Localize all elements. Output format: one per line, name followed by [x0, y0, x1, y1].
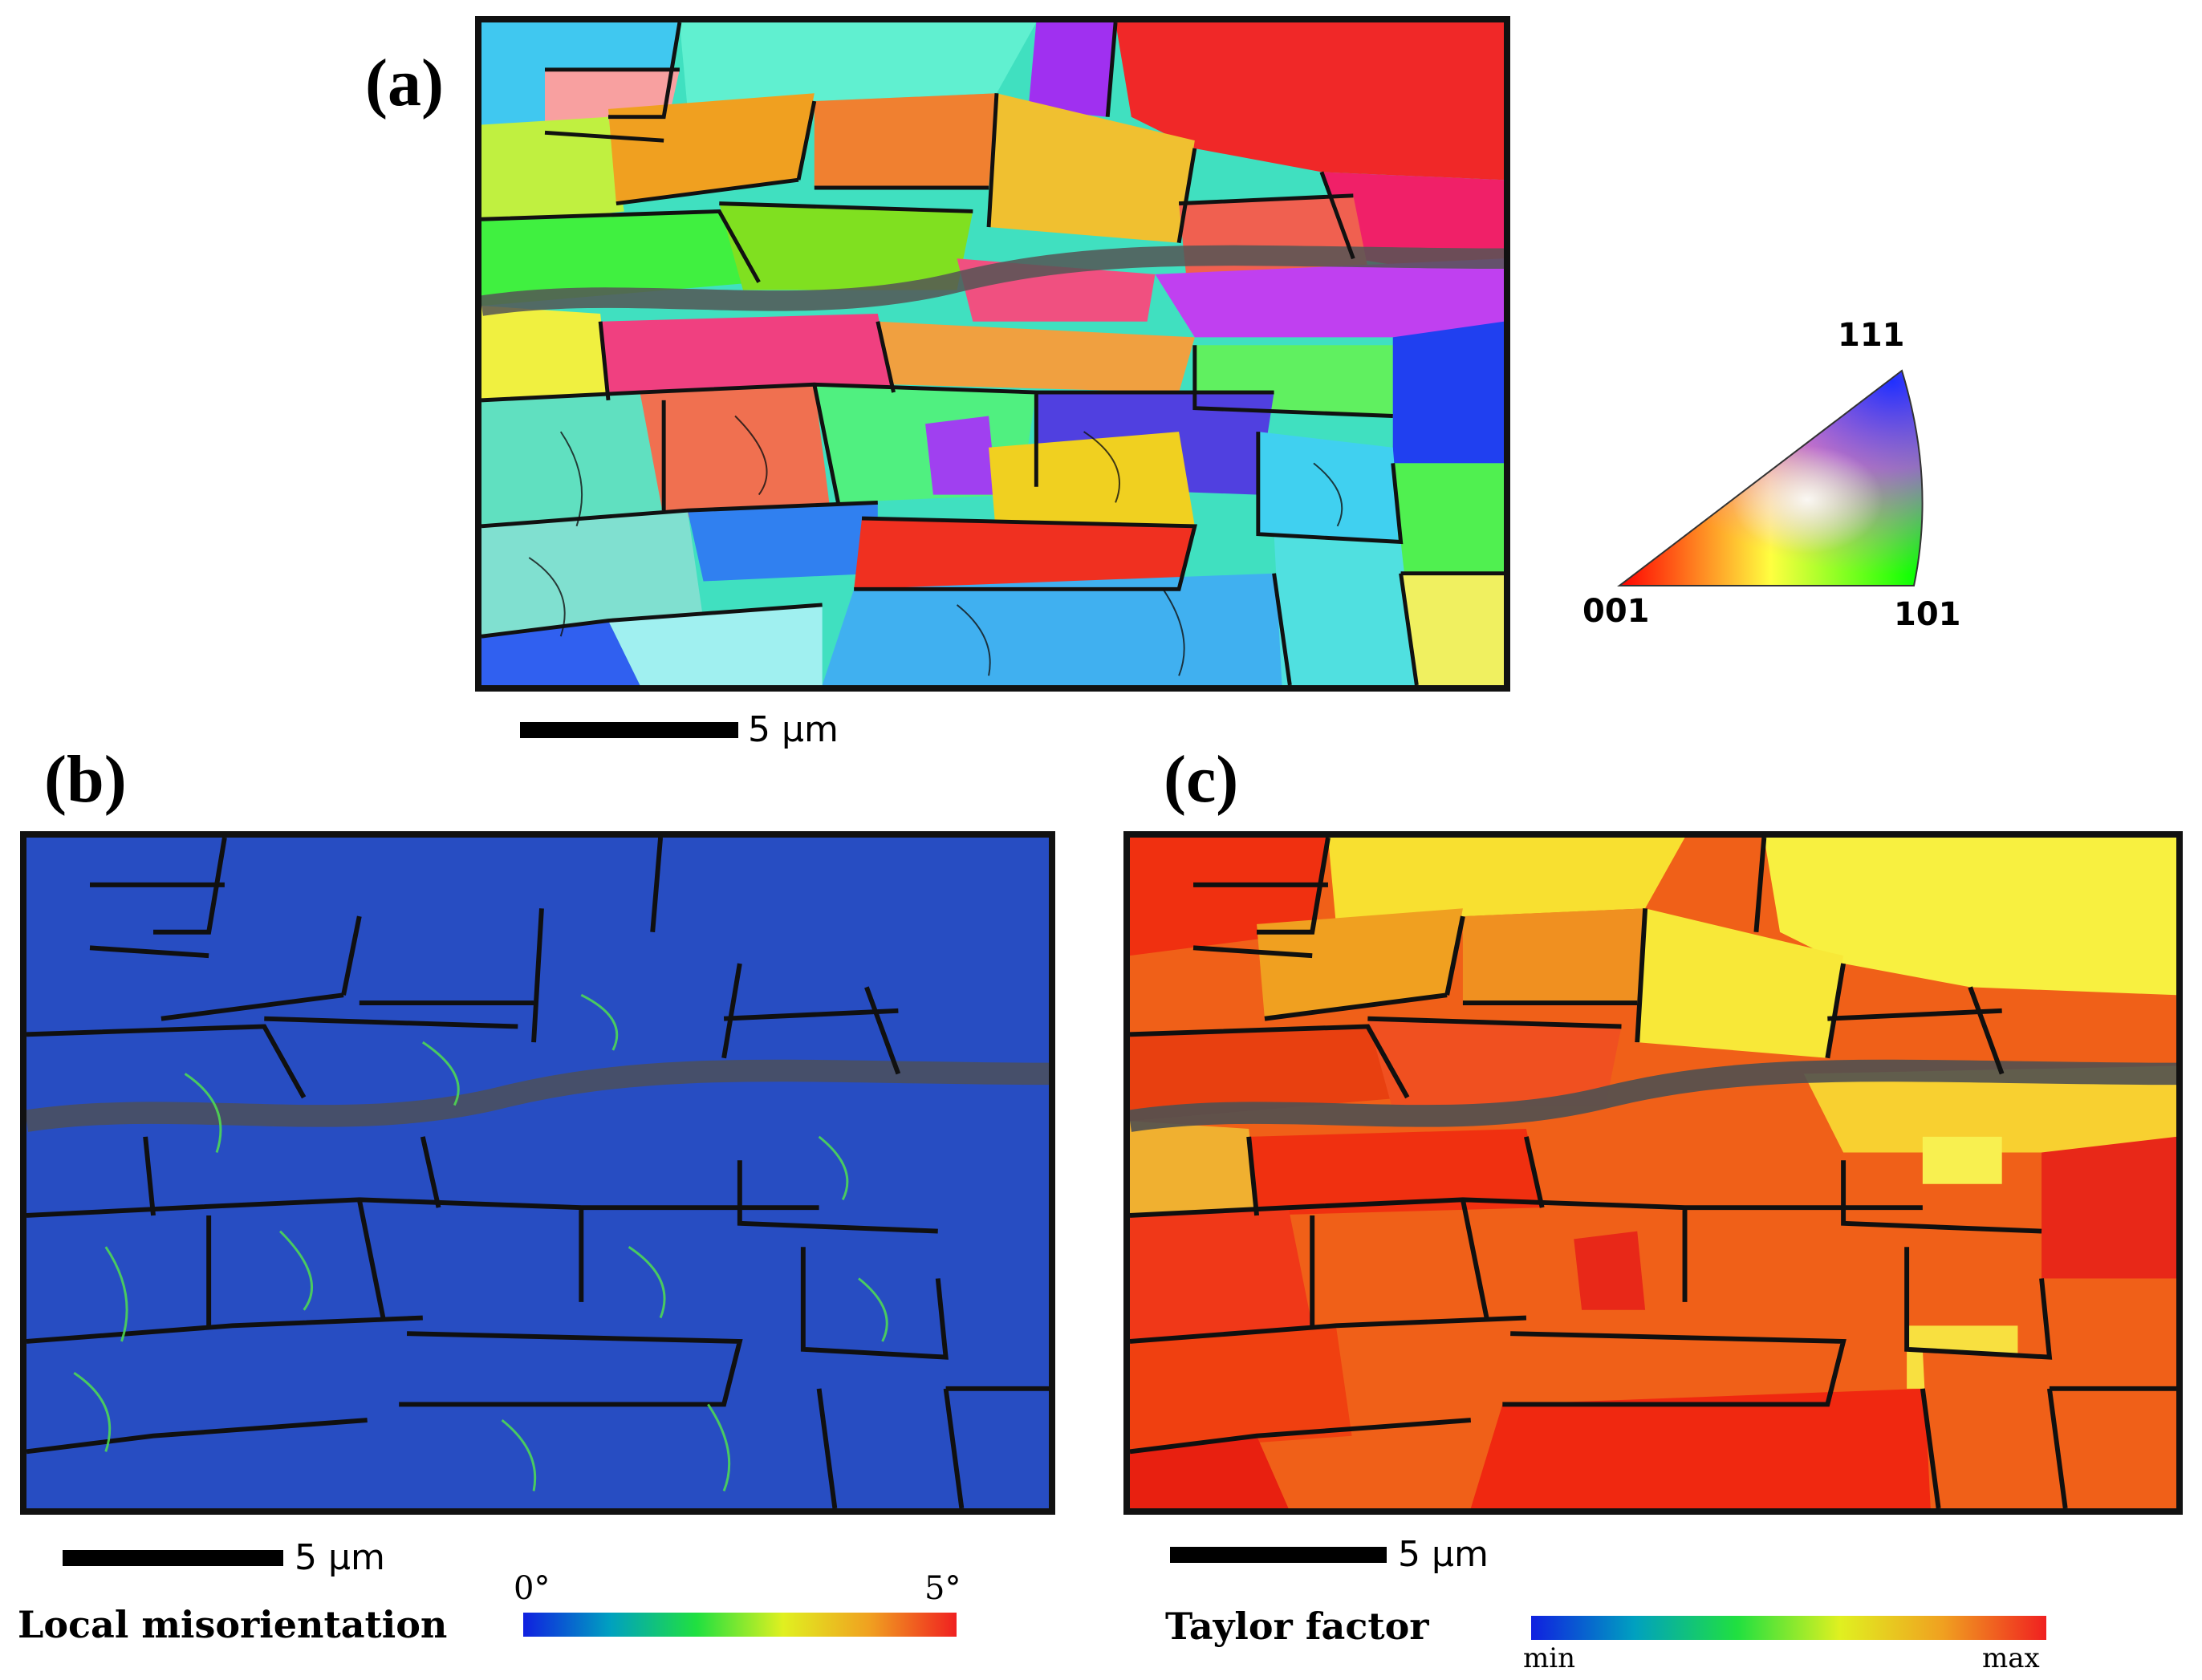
- ipf-label-101: 101: [1894, 596, 1961, 633]
- taylor-legend-max: max: [1982, 1642, 2040, 1674]
- scale-label-c: 5 μm: [1398, 1534, 1489, 1575]
- misorientation-colorbar: [523, 1613, 957, 1637]
- misorientation-legend-title: Local misorientation: [18, 1603, 448, 1646]
- ipf-orientation-map: [475, 16, 1510, 692]
- taylor-legend-min: min: [1523, 1642, 1576, 1674]
- scale-label-b: 5 μm: [295, 1537, 385, 1578]
- local-misorientation-map: [20, 831, 1055, 1515]
- scale-label-a: 5 μm: [748, 709, 839, 750]
- misorientation-legend-max: 5°: [924, 1570, 961, 1607]
- scale-bar-b: [63, 1550, 283, 1566]
- taylor-legend-title: Taylor factor: [1165, 1605, 1429, 1648]
- taylor-factor-map: [1123, 831, 2183, 1515]
- scale-bar-a: [520, 722, 738, 738]
- ipf-label-001: 001: [1582, 593, 1650, 630]
- ipf-triangle-legend: [1605, 361, 1942, 594]
- ipf-label-111: 111: [1838, 317, 1905, 354]
- panel-b-label: (b): [44, 742, 127, 817]
- misorientation-legend-min: 0°: [514, 1570, 550, 1607]
- taylor-colorbar: [1531, 1616, 2046, 1640]
- panel-a-label: (a): [365, 46, 444, 120]
- panel-c-label: (c): [1164, 742, 1239, 817]
- scale-bar-c: [1170, 1547, 1387, 1563]
